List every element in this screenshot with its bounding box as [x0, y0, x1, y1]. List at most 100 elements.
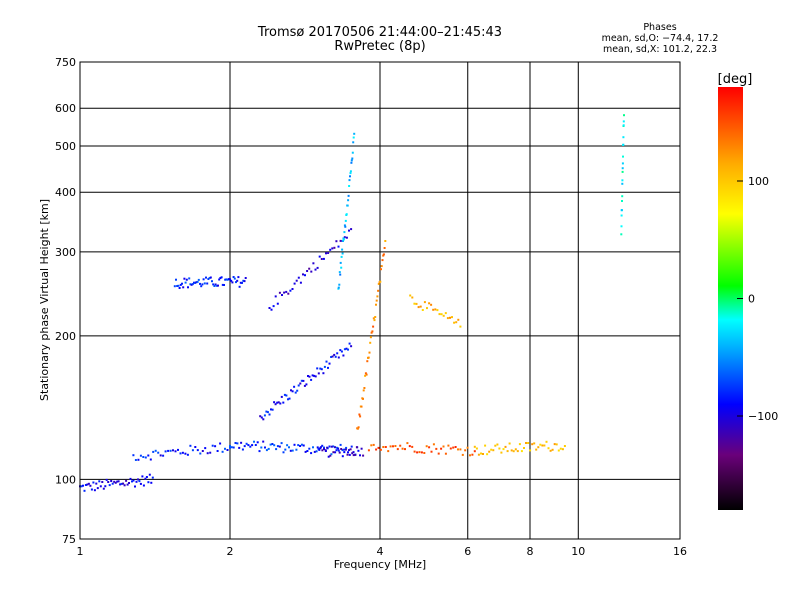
- echo-point: [206, 282, 209, 285]
- echo-point: [284, 448, 287, 451]
- echo-point: [375, 299, 378, 302]
- echo-point: [214, 445, 217, 448]
- echo-point: [330, 356, 333, 358]
- echo-point: [144, 456, 147, 459]
- echo-point: [300, 443, 303, 446]
- echo-point: [167, 449, 170, 452]
- echo-point: [189, 444, 192, 447]
- echo-point: [484, 444, 487, 447]
- echo-point: [87, 482, 90, 485]
- echo-point: [154, 449, 157, 452]
- echo-point: [291, 390, 294, 393]
- echo-point: [312, 446, 314, 449]
- echo-point: [191, 283, 194, 286]
- echo-point: [370, 444, 373, 447]
- echo-point: [273, 444, 276, 447]
- colorbar-tick-label: 0: [748, 293, 755, 306]
- echo-point: [363, 387, 366, 389]
- echo-point: [344, 225, 347, 228]
- chart-title-line1: Tromsø 20170506 21:44:00–21:45:43: [257, 25, 503, 40]
- echo-point: [367, 356, 370, 359]
- echo-point: [480, 452, 482, 455]
- echo-point: [352, 451, 355, 454]
- echo-point: [206, 452, 209, 455]
- echo-point: [244, 277, 247, 279]
- echo-point: [442, 445, 445, 448]
- echo-point: [482, 453, 484, 455]
- echo-point: [333, 353, 336, 356]
- echo-point: [214, 283, 217, 286]
- echo-point: [535, 448, 538, 451]
- echo-point: [202, 278, 205, 281]
- echo-point: [296, 389, 299, 392]
- echo-point: [318, 255, 321, 258]
- echo-point: [152, 450, 155, 453]
- echo-point: [83, 489, 86, 492]
- echo-point: [90, 488, 93, 491]
- echo-point: [229, 278, 231, 281]
- echo-point: [392, 445, 394, 448]
- echo-point: [314, 268, 317, 271]
- echo-point: [224, 447, 226, 450]
- echo-point: [141, 475, 144, 478]
- colorbar: [deg] 100 0 −100: [718, 72, 778, 510]
- echo-point: [457, 448, 459, 451]
- echo-point: [417, 306, 420, 309]
- echo-point: [288, 397, 291, 400]
- echo-point: [328, 362, 331, 365]
- echo-point: [533, 442, 536, 445]
- echo-point: [367, 449, 370, 452]
- echo-point: [275, 448, 278, 451]
- echo-point: [348, 453, 351, 456]
- echo-point: [302, 444, 305, 447]
- echo-point: [299, 281, 302, 284]
- echo-point: [205, 276, 207, 279]
- echo-point: [488, 450, 491, 453]
- echo-point: [176, 285, 179, 287]
- echo-point: [320, 368, 323, 371]
- echo-point: [174, 450, 177, 453]
- echo-point: [423, 452, 426, 454]
- echo-point: [343, 231, 346, 234]
- echo-point: [500, 451, 503, 454]
- echo-point: [231, 281, 234, 284]
- echo-point: [541, 444, 544, 447]
- echo-point: [351, 151, 354, 154]
- echo-point: [197, 278, 200, 281]
- echo-point: [243, 445, 246, 448]
- echo-point: [406, 442, 409, 445]
- echo-point: [111, 482, 114, 485]
- echo-point: [126, 483, 129, 486]
- echo-point: [379, 448, 382, 451]
- echo-point: [270, 408, 272, 411]
- echo-point: [238, 446, 241, 449]
- echo-point: [349, 175, 351, 178]
- echo-point: [304, 274, 306, 277]
- echo-point: [268, 413, 271, 416]
- echo-point: [553, 443, 556, 446]
- echo-point: [236, 279, 239, 282]
- echo-point: [128, 482, 130, 484]
- echo-point: [373, 319, 376, 322]
- echo-point: [145, 476, 148, 478]
- echo-point: [355, 446, 358, 449]
- chart-subtitle: RwPretec (8p): [334, 39, 426, 54]
- echo-point: [226, 278, 229, 281]
- echo-point: [362, 397, 364, 400]
- echo-point: [186, 453, 189, 456]
- echo-point: [338, 271, 341, 274]
- echo-point: [196, 280, 199, 283]
- echo-point: [181, 282, 183, 285]
- echo-point: [98, 480, 101, 483]
- echo-point: [211, 280, 213, 283]
- echo-point: [285, 394, 288, 397]
- echo-point: [138, 480, 141, 483]
- echo-point: [362, 454, 365, 457]
- echo-point: [178, 287, 181, 289]
- echo-point: [420, 451, 423, 454]
- echo-point: [203, 282, 206, 285]
- echo-point: [299, 382, 302, 385]
- echo-point: [139, 482, 142, 485]
- echo-point: [287, 292, 290, 295]
